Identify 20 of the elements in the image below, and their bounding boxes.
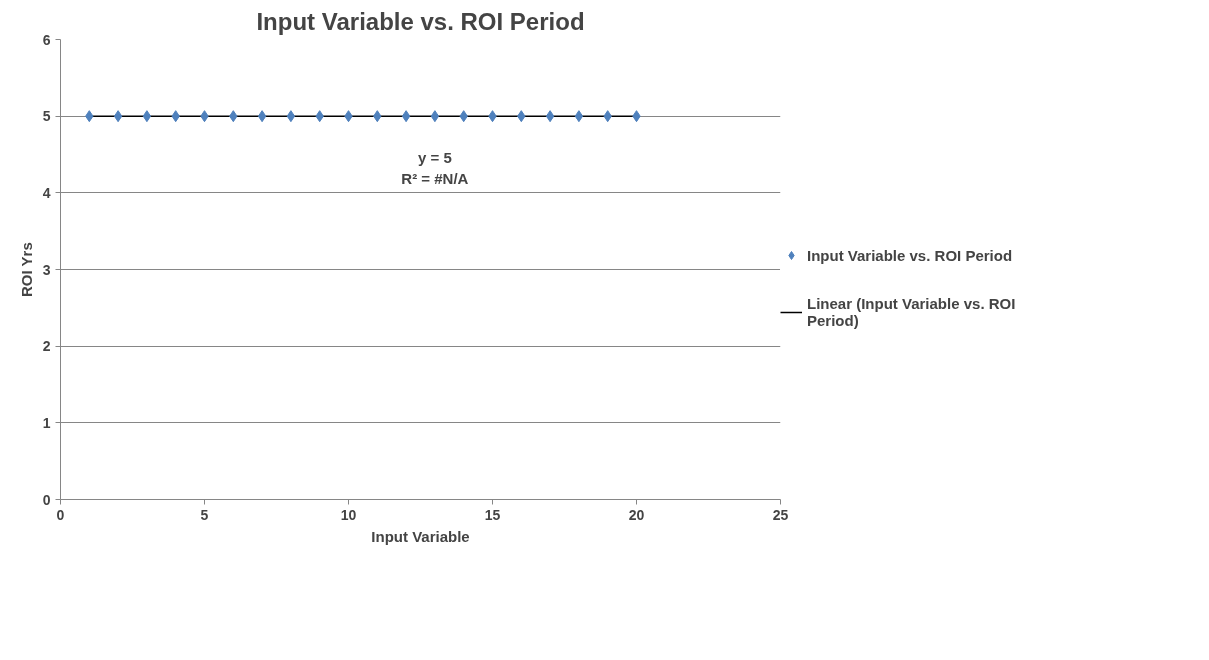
y-axis-title: ROI Yrs	[17, 242, 35, 298]
x-tick-label: 10	[340, 506, 357, 523]
legend-label: Input Variable vs. ROI Period	[807, 246, 1013, 264]
y-tick-label: 4	[42, 184, 51, 201]
x-tick-label: 25	[772, 506, 789, 523]
y-tick-label: 2	[42, 338, 51, 355]
x-tick-label: 5	[200, 506, 209, 523]
y-tick-label: 5	[42, 108, 51, 125]
y-tick-label: 1	[42, 414, 51, 431]
annotation: R² = #N/A	[401, 169, 469, 187]
annotation: y = 5	[418, 149, 452, 166]
legend-label: Linear (Input Variable vs. ROI Period)	[807, 295, 1016, 329]
chart-title: Input Variable vs. ROI Period	[256, 7, 585, 35]
x-tick-label: 0	[56, 506, 65, 523]
y-tick-label: 6	[42, 31, 51, 48]
y-tick-label: 3	[42, 261, 51, 278]
x-tick-label: 15	[484, 506, 501, 523]
x-tick-label: 20	[628, 506, 645, 523]
y-tick-label: 0	[42, 491, 51, 508]
x-axis-title: Input Variable	[371, 527, 470, 545]
